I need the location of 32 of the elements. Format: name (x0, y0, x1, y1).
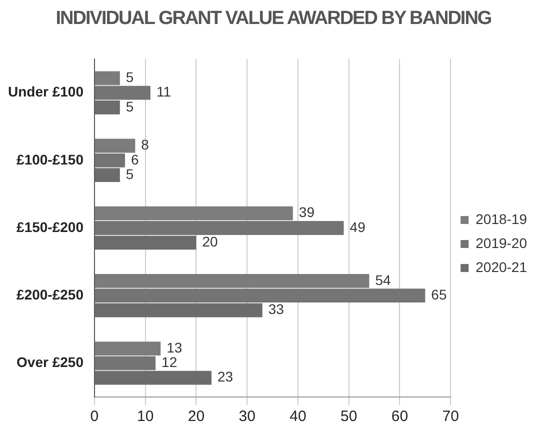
legend-label: 2019-20 (476, 234, 528, 251)
data-label: 23 (218, 368, 234, 385)
data-label: 65 (431, 286, 447, 302)
x-tick-label: 0 (90, 408, 99, 426)
data-label: 54 (375, 272, 392, 288)
data-label: 13 (166, 339, 182, 356)
y-tick-label: Under £100 (8, 84, 84, 100)
data-label: 5 (126, 98, 134, 114)
x-tick-label: 40 (290, 408, 306, 426)
x-tick-label: 30 (238, 408, 256, 426)
y-tick-label: £150-£200 (16, 218, 84, 235)
data-label: 5 (126, 166, 134, 182)
x-tick-label: 60 (391, 408, 408, 426)
y-tick-label: Over £250 (16, 354, 84, 370)
x-tick-label: 70 (442, 408, 459, 426)
data-label: 33 (268, 301, 284, 318)
data-label: 39 (298, 204, 315, 220)
y-tick-label: £100-£150 (16, 151, 84, 168)
x-tick-label: 20 (188, 408, 205, 426)
data-label: 12 (162, 354, 178, 370)
data-label: 8 (141, 136, 150, 153)
y-tick-label: £200-£250 (16, 286, 84, 302)
chart-title: INDIVIDUAL GRANT VALUE AWARDED BY BANDING (54, 8, 492, 30)
x-tick-label: 10 (137, 408, 154, 426)
data-label: 5 (126, 69, 134, 86)
data-label: 49 (350, 218, 366, 235)
data-label: 6 (131, 151, 140, 168)
data-label: 11 (156, 84, 172, 100)
legend-label: 2020-21 (476, 258, 528, 275)
data-label: 20 (202, 234, 218, 250)
legend-label: 2018-19 (476, 210, 528, 227)
x-tick-label: 50 (340, 408, 358, 426)
